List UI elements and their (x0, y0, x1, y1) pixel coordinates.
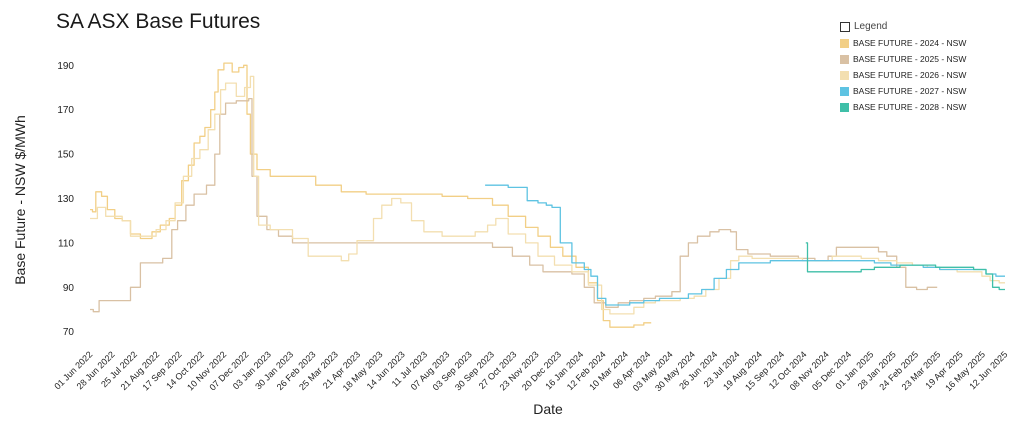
series-line-1 (90, 62, 652, 328)
legend-checkbox-icon (840, 70, 849, 80)
legend-item-4[interactable]: BASE FUTURE - 2027 - NSW (840, 83, 966, 99)
legend-label: BASE FUTURE - 2026 - NSW (853, 70, 967, 80)
legend-checkbox-icon (840, 54, 849, 64)
series-line-2 (90, 97, 938, 313)
y-axis-label: Base Future - NSW $/MWh (12, 115, 28, 285)
legend-title-label: Legend (854, 21, 888, 32)
legend-title[interactable]: Legend (840, 21, 966, 32)
legend: Legend BASE FUTURE - 2024 - NSW BASE FUTU… (840, 21, 966, 115)
series-line-3 (90, 75, 1005, 315)
y-tick-label: 110 (58, 238, 74, 249)
y-tick-label: 190 (57, 61, 74, 72)
legend-checkbox-icon (840, 86, 849, 96)
legend-checkbox-icon (840, 21, 850, 32)
legend-item-5[interactable]: BASE FUTURE - 2028 - NSW (840, 99, 966, 115)
chart-title: SA ASX Base Futures (56, 10, 261, 33)
y-tick-label: 130 (57, 194, 74, 205)
series-layer (90, 62, 1005, 328)
y-tick-label: 150 (57, 150, 74, 161)
legend-label: BASE FUTURE - 2028 - NSW (853, 102, 967, 112)
legend-label: BASE FUTURE - 2024 - NSW (853, 38, 967, 48)
x-axis-label: Date (533, 401, 563, 417)
series-line-5 (805, 242, 1005, 291)
y-tick-label: 70 (63, 327, 75, 338)
legend-label: BASE FUTURE - 2027 - NSW (853, 86, 967, 96)
legend-item-3[interactable]: BASE FUTURE - 2026 - NSW (840, 67, 966, 83)
legend-checkbox-icon (840, 102, 849, 112)
y-tick-label: 170 (57, 105, 74, 116)
y-tick-label: 90 (63, 283, 75, 294)
legend-checkbox-icon (840, 38, 849, 48)
legend-item-2[interactable]: BASE FUTURE - 2025 - NSW (840, 51, 966, 67)
legend-label: BASE FUTURE - 2025 - NSW (853, 54, 967, 64)
legend-item-1[interactable]: BASE FUTURE - 2024 - NSW (840, 35, 966, 51)
y-axis: 70 90 110 130 150 170 190 (57, 61, 74, 338)
